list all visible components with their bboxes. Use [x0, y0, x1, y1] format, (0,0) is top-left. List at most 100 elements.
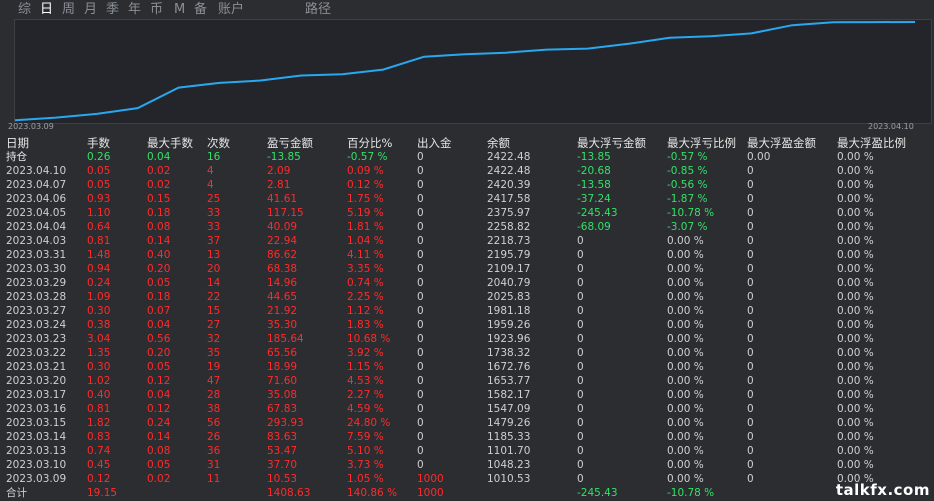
cell-col-4: 2.81	[267, 179, 291, 191]
cell-col-11: 0.00 %	[837, 389, 874, 401]
table-row: 2023.03.15 1.82 0.24 56 293.93 24.80 % 0 1479.2…	[0, 416, 934, 430]
cell-col-3: 37	[207, 235, 221, 247]
cell-col-6: 0	[417, 403, 424, 415]
cell-col-1: 1.09	[87, 291, 111, 303]
cell-col-0: 2023.03.29	[6, 277, 67, 289]
cell-col-2: 0.14	[147, 235, 171, 247]
cell-col-2: 0.56	[147, 333, 171, 345]
table-row: 2023.03.13 0.74 0.08 36 53.47 5.10 % 0 1101.70 0…	[0, 444, 934, 458]
tab-monthly[interactable]: 月	[84, 2, 98, 17]
cell-col-1: 0.38	[87, 319, 111, 331]
tab-quarterly[interactable]: 季	[106, 2, 120, 17]
cell-col-4: -13.85	[267, 151, 301, 163]
table-row: 2023.03.10 0.45 0.05 31 37.70 3.73 % 0 1048.23 0…	[0, 458, 934, 472]
table-row: 2023.03.24 0.38 0.04 27 35.30 1.83 % 0 1959.26 0…	[0, 318, 934, 332]
cell-col-7: 1923.96	[487, 333, 531, 345]
cell-col-10: 0	[747, 277, 754, 289]
cell-col-7: 2040.79	[487, 277, 531, 289]
cell-col-5: 百分比%	[347, 136, 393, 150]
cell-col-8: 0	[577, 403, 584, 415]
cell-col-10: 0	[747, 291, 754, 303]
cell-col-4: 10.53	[267, 473, 298, 485]
cell-col-4: 68.38	[267, 263, 298, 275]
cell-col-4: 44.65	[267, 291, 298, 303]
cell-col-1: 0.64	[87, 221, 111, 233]
cell-col-8: 0	[577, 431, 584, 443]
cell-col-7: 余额	[487, 136, 510, 150]
cell-col-5: 4.53 %	[347, 375, 384, 387]
cell-col-2: 最大手数	[147, 136, 193, 150]
cell-col-3: 38	[207, 403, 221, 415]
cell-col-10: 最大浮盈金额	[747, 136, 816, 150]
cell-col-9: 0.00 %	[667, 389, 704, 401]
cell-col-4: 293.93	[267, 417, 304, 429]
cell-col-0: 合计	[6, 487, 27, 499]
cell-col-3: 15	[207, 305, 221, 317]
cell-col-11: 最大浮盈比例	[837, 136, 906, 150]
cell-col-8: 0	[577, 417, 584, 429]
cell-col-11: 0.00 %	[837, 249, 874, 261]
cell-col-3: 36	[207, 445, 221, 457]
cell-col-7: 1959.26	[487, 319, 531, 331]
cell-col-6: 1000	[417, 473, 444, 485]
cell-col-4: 1408.63	[267, 487, 311, 499]
table-row: 2023.04.10 0.05 0.02 4 2.09 0.09 % 0 2422.48 -20…	[0, 164, 934, 178]
cell-col-2: 0.18	[147, 291, 171, 303]
cell-col-1: 0.24	[87, 277, 111, 289]
table-row: 2023.03.16 0.81 0.12 38 67.83 4.59 % 0 1547.09 0…	[0, 402, 934, 416]
cell-col-5: 4.11 %	[347, 249, 384, 261]
cell-col-11: 0.00 %	[837, 473, 874, 485]
tab-yearly[interactable]: 年	[128, 2, 142, 17]
cell-col-3: 19	[207, 361, 221, 373]
cell-col-1: 0.45	[87, 459, 111, 471]
equity-line	[15, 21, 916, 122]
cell-col-8: 0	[577, 459, 584, 471]
cell-col-11: 0.00 %	[837, 179, 874, 191]
table-row: 2023.03.09 0.12 0.02 11 10.53 1.05 % 1000 1010.…	[0, 472, 934, 486]
cell-col-9: 0.00 %	[667, 333, 704, 345]
cell-col-5: 1.12 %	[347, 305, 384, 317]
tab-m[interactable]: M	[174, 2, 186, 17]
cell-col-4: 83.63	[267, 431, 298, 443]
cell-col-2: 0.24	[147, 417, 171, 429]
cell-col-6: 0	[417, 347, 424, 359]
cell-col-0: 2023.04.07	[6, 179, 67, 191]
cell-col-1: 1.10	[87, 207, 111, 219]
cell-col-11: 0.00 %	[837, 235, 874, 247]
tab-notes[interactable]: 备	[194, 2, 208, 17]
cell-col-7: 1185.33	[487, 431, 531, 443]
tab-weekly[interactable]: 周	[62, 2, 76, 17]
cell-col-8: 0	[577, 263, 584, 275]
cell-col-9: 0.00 %	[667, 417, 704, 429]
cell-col-2: 0.20	[147, 347, 171, 359]
cell-col-10: 0	[747, 459, 754, 471]
tab-account[interactable]: 账户	[218, 2, 245, 17]
tab-currency[interactable]: 币	[150, 2, 164, 17]
cell-col-8: 0	[577, 473, 584, 485]
cell-col-7: 2420.39	[487, 179, 531, 191]
cell-col-9: -3.07 %	[667, 221, 708, 233]
cell-col-9: 0.00 %	[667, 235, 704, 247]
cell-col-1: 19.15	[87, 487, 118, 499]
cell-col-3: 26	[207, 431, 221, 443]
cell-col-9: -0.56 %	[667, 179, 708, 191]
equity-chart	[14, 19, 932, 124]
cell-col-1: 0.26	[87, 151, 111, 163]
tab-summary[interactable]: 综	[18, 2, 32, 17]
cell-col-10: 0	[747, 263, 754, 275]
cell-col-5: 24.80 %	[347, 417, 391, 429]
cell-col-11: 0.00 %	[837, 207, 874, 219]
cell-col-0: 2023.03.16	[6, 403, 67, 415]
cell-col-3: 4	[207, 165, 214, 177]
tab-daily[interactable]: 日	[40, 2, 54, 17]
cell-col-6: 0	[417, 305, 424, 317]
cell-col-5: 0.09 %	[347, 165, 384, 177]
cell-col-6: 0	[417, 221, 424, 233]
cell-col-4: 53.47	[267, 445, 298, 457]
table-row: 2023.03.30 0.94 0.20 20 68.38 3.35 % 0 2109.17 0…	[0, 262, 934, 276]
cell-col-8: 0	[577, 277, 584, 289]
tab-path[interactable]: 路径	[305, 2, 332, 17]
cell-col-7: 2422.48	[487, 151, 531, 163]
cell-col-4: 18.99	[267, 361, 298, 373]
cell-col-3: 25	[207, 193, 221, 205]
